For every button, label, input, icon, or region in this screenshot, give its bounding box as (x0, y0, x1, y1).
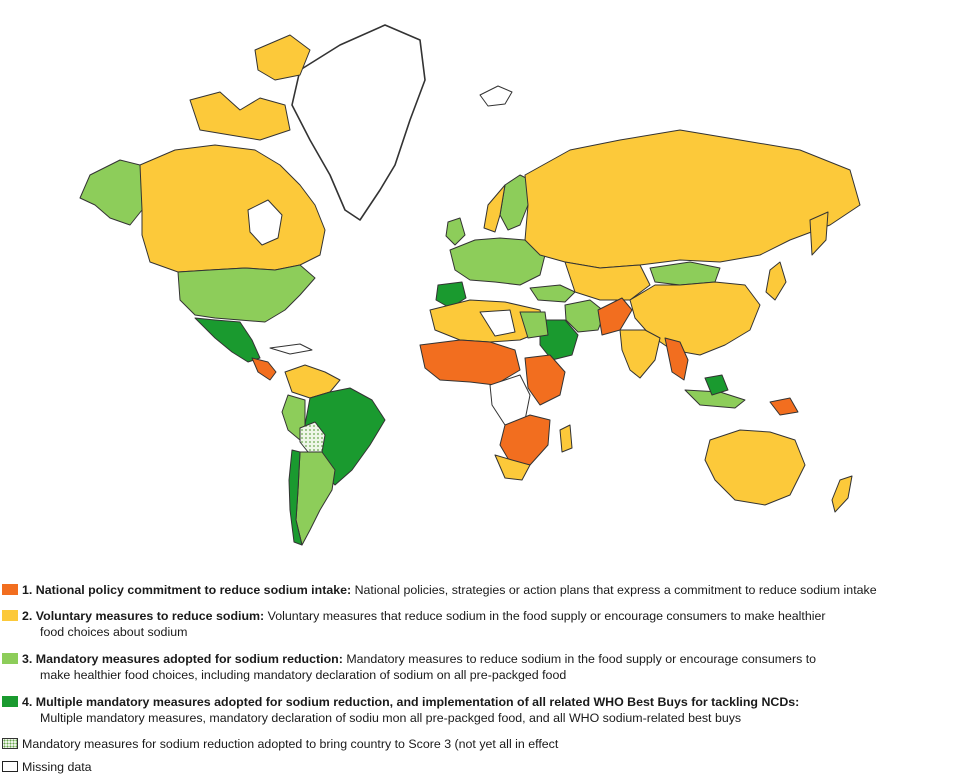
region-central-america (251, 357, 277, 381)
region-egypt (519, 311, 549, 339)
swatch-missing (2, 761, 18, 772)
region-hudson-bay (247, 199, 283, 246)
region-russia (524, 129, 861, 269)
region-mongolia (649, 261, 721, 286)
region-iceland (479, 85, 513, 107)
legend-number-1: 1. (22, 583, 33, 597)
region-australia (704, 429, 806, 506)
legend-desc2-2: food choices about sodium (40, 625, 188, 639)
region-new-zealand (831, 475, 853, 513)
legend-title-4: Multiple mandatory measures adopted for … (35, 695, 800, 709)
legend-text-score-1: 1. National policy commitment to reduce … (22, 582, 952, 598)
region-mexico (194, 317, 261, 363)
legend-title-1: National policy commitment to reduce sod… (35, 583, 352, 597)
region-arctic-islands-2 (189, 91, 291, 141)
legend-title-2: Voluntary measures to reduce sodium: (35, 609, 265, 623)
region-western-europe (449, 237, 546, 286)
legend-desc2-3: make healthier food choices, including m… (40, 668, 567, 682)
world-map (79, 24, 861, 546)
region-canada (139, 144, 326, 273)
legend-desc-1: National policies, strategies or action … (354, 583, 877, 597)
region-usa (177, 264, 316, 323)
region-cuba (269, 343, 313, 355)
legend-number-4: 4. (22, 695, 33, 709)
legend-number-3: 3. (22, 652, 33, 666)
region-iran (564, 299, 606, 333)
legend-desc-2: Voluntary measures that reduce sodium in… (267, 609, 826, 623)
legend-text-score-2: 2. Voluntary measures to reduce sodium: … (22, 608, 952, 640)
region-greenland (291, 24, 426, 221)
region-arctic-islands (254, 34, 311, 81)
region-south-africa (494, 454, 531, 481)
region-argentina (295, 451, 336, 546)
region-kamchatka (809, 211, 829, 256)
legend-text-missing: Missing data (22, 760, 92, 774)
legend-number-2: 2. (22, 609, 33, 623)
swatch-score-4 (2, 696, 18, 707)
region-alaska (79, 159, 146, 226)
legend-desc2-4: Multiple mandatory measures, mandatory d… (40, 711, 742, 725)
region-arabia (539, 319, 579, 361)
region-sahel-missing (479, 309, 516, 337)
region-central-asia (564, 261, 651, 301)
region-madagascar (559, 424, 573, 453)
region-turkey (529, 284, 576, 303)
region-north-south-america (284, 364, 341, 399)
region-uk (445, 217, 466, 246)
region-west-africa (419, 339, 521, 386)
legend-title-3: Mandatory measures adopted for sodium re… (35, 652, 343, 666)
legend-desc-3: Mandatory measures to reduce sodium in t… (346, 652, 817, 666)
region-borneo (704, 374, 729, 396)
legend-text-score-3: 3. Mandatory measures adopted for sodium… (22, 651, 952, 683)
region-png (769, 397, 799, 416)
region-japan (765, 261, 787, 301)
swatch-score-1 (2, 584, 18, 595)
region-myanmar-thailand (664, 337, 689, 381)
swatch-partial (2, 738, 18, 749)
swatch-score-3 (2, 653, 18, 664)
region-afghanistan-pakistan (597, 297, 633, 336)
legend-text-partial: Mandatory measures for sodium reduction … (22, 737, 559, 751)
region-norway (483, 184, 506, 233)
world-map-svg (79, 24, 861, 546)
region-southern-africa (499, 414, 551, 466)
legend-text-score-4: 4. Multiple mandatory measures adopted f… (22, 694, 952, 726)
region-chile (288, 449, 303, 546)
region-east-africa (524, 354, 566, 406)
swatch-score-2 (2, 610, 18, 621)
region-scandinavia (499, 174, 531, 231)
region-india (619, 329, 661, 379)
